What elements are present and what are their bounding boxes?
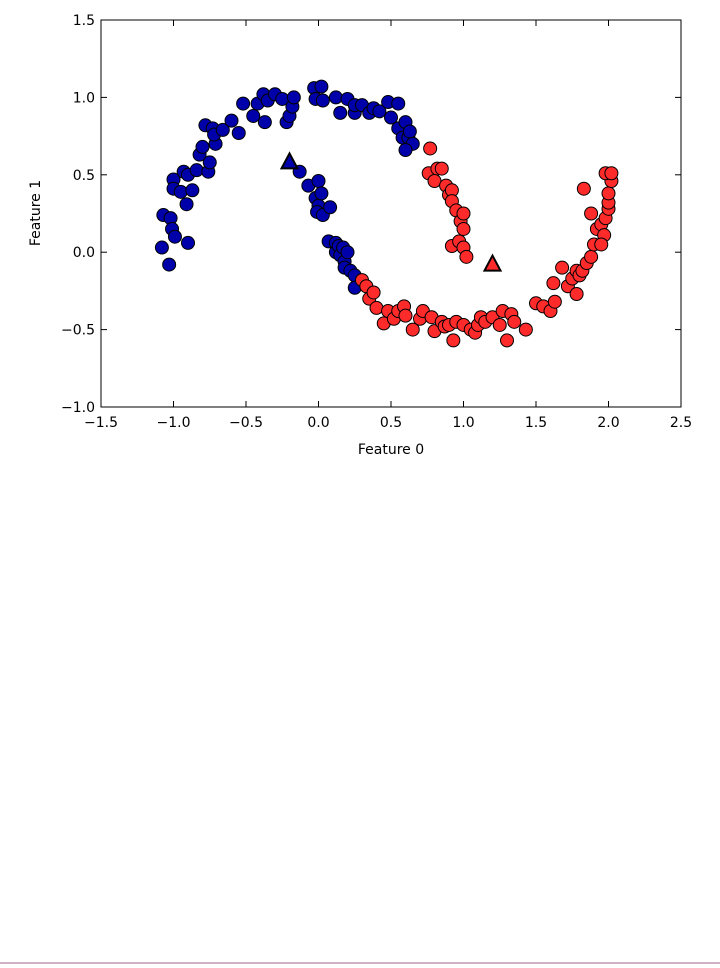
point: [546, 276, 561, 291]
point: [555, 260, 570, 275]
point: [224, 113, 239, 128]
point: [456, 206, 471, 221]
point: [601, 186, 616, 201]
point: [459, 249, 474, 264]
point: [179, 197, 194, 212]
point: [492, 317, 507, 332]
x-tick-label: 1.5: [525, 415, 547, 431]
point: [594, 237, 609, 252]
point: [328, 90, 343, 105]
point: [314, 186, 329, 201]
point: [185, 183, 200, 198]
point: [584, 249, 599, 264]
x-tick-label: 0.0: [307, 415, 329, 431]
point: [518, 322, 533, 337]
y-tick-label: −0.5: [61, 323, 95, 339]
point: [369, 300, 384, 315]
point: [423, 141, 438, 156]
point: [434, 161, 449, 176]
point: [286, 90, 301, 105]
point: [340, 245, 355, 260]
point: [162, 257, 177, 272]
point: [398, 308, 413, 323]
point: [402, 124, 417, 139]
x-axis-label: Feature 0: [358, 442, 424, 458]
point: [323, 200, 338, 215]
point: [391, 96, 406, 111]
y-tick-label: 0.5: [73, 168, 95, 184]
point: [604, 166, 619, 181]
y-tick-label: 1.0: [73, 90, 95, 106]
point: [202, 155, 217, 170]
x-tick-label: 0.5: [380, 415, 402, 431]
point: [215, 122, 230, 137]
y-tick-label: 1.5: [73, 13, 95, 29]
point: [446, 333, 461, 348]
point: [195, 139, 210, 154]
point: [314, 79, 329, 94]
point: [311, 173, 326, 188]
point: [456, 221, 471, 236]
x-tick-label: 1.0: [452, 415, 474, 431]
point: [246, 108, 261, 123]
point: [372, 104, 387, 119]
x-tick-label: −1.5: [84, 415, 118, 431]
point: [569, 286, 584, 301]
point: [366, 285, 381, 300]
point: [173, 184, 188, 199]
x-tick-label: 2.5: [670, 415, 692, 431]
point: [154, 240, 169, 255]
point: [547, 294, 562, 309]
point: [507, 314, 522, 329]
y-tick-label: 0.0: [73, 245, 95, 261]
point: [427, 173, 442, 188]
x-tick-label: 2.0: [597, 415, 619, 431]
point: [584, 206, 599, 221]
center-marker: [279, 151, 300, 170]
point: [405, 322, 420, 337]
point: [236, 96, 251, 111]
point: [576, 181, 591, 196]
point: [257, 115, 272, 130]
x-tick-label: −0.5: [229, 415, 263, 431]
point: [181, 235, 195, 250]
point: [189, 163, 204, 178]
point: [167, 229, 182, 244]
x-tick-label: −1.0: [157, 415, 191, 431]
point: [315, 93, 330, 108]
point: [231, 126, 246, 141]
y-axis-label: Feature 1: [28, 180, 44, 246]
point: [384, 110, 398, 125]
point: [333, 105, 348, 120]
point: [500, 333, 514, 348]
y-tick-label: −1.0: [61, 400, 95, 416]
center-marker: [482, 253, 503, 272]
point: [398, 143, 413, 158]
